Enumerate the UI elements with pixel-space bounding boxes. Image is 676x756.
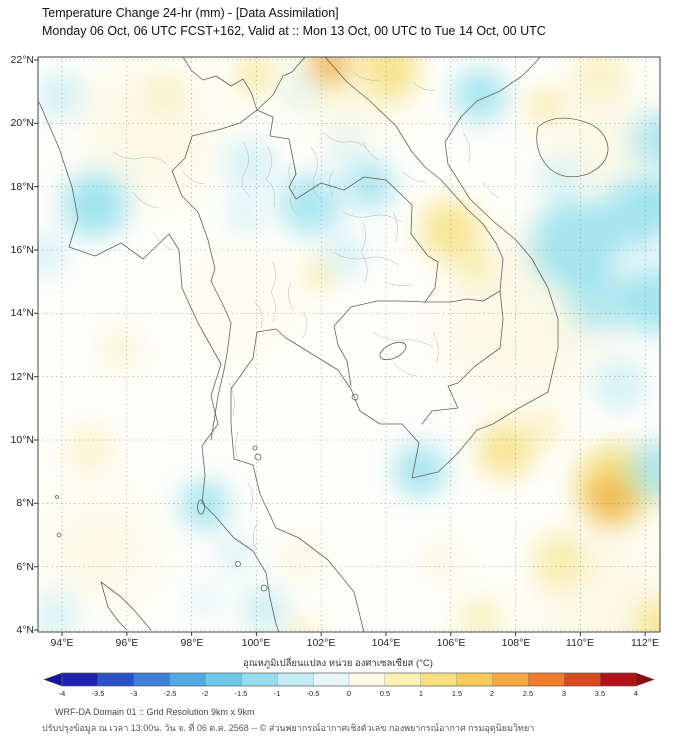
colorbar-tick-label: -1.5 [234, 689, 248, 698]
colorbar-tick-label: -0.5 [306, 689, 320, 698]
border-cambodia-vietnam [421, 290, 504, 425]
y-axis-tick-label: 6°N [16, 561, 34, 573]
y-axis-tick-label: 14°N [10, 307, 34, 319]
colorbar-left-arrow [43, 672, 63, 687]
phangan-island [252, 445, 258, 451]
samui-island [254, 453, 262, 461]
colorbar-tick-label: 1 [418, 689, 424, 698]
colorbar-tick-label: 0 [346, 689, 352, 698]
sumatra-coast [100, 581, 152, 631]
colorbar-tick-label: -2.5 [163, 689, 177, 698]
y-axis-tick-label: 8°N [16, 497, 34, 509]
province-borders [112, 71, 500, 551]
border-thailand-laos [256, 109, 439, 303]
coastlines-borders [38, 57, 609, 632]
colorbar-right-arrow [635, 672, 655, 687]
warm-anomaly-layer [64, 57, 660, 632]
coastline-gulf-vietnam [230, 57, 559, 632]
y-axis-tick-label: 12°N [10, 371, 34, 383]
coastline-west [38, 101, 280, 632]
penang-island [260, 584, 268, 592]
tonle-sap-lake [379, 341, 407, 361]
x-axis-tick-label: 104°E [371, 637, 401, 649]
y-axis-tick-label: 16°N [10, 244, 34, 256]
colorbar-tick-label: -3.5 [91, 689, 105, 698]
y-axis-tick-label: 18°N [10, 181, 34, 193]
y-axis-tick-label: 10°N [10, 434, 34, 446]
x-axis-tick-label: 102°E [306, 637, 336, 649]
x-axis-tick-label: 100°E [241, 637, 271, 649]
colorbar-tick-label: -2 [201, 689, 209, 698]
border-thailand-cambodia [333, 300, 426, 387]
colorbar-tick-label: 0.5 [379, 689, 391, 698]
x-axis-tick-label: 110°E [566, 637, 594, 649]
colorbar-tick-label: 2 [489, 689, 495, 698]
koh-chang-island [351, 393, 359, 401]
colorbar-tick-label: 2.5 [522, 689, 534, 698]
page-subtitle: Monday 06 Oct, 06 UTC FCST+162, Valid at… [42, 24, 546, 38]
hainan-island [536, 117, 609, 178]
x-axis-tick-label: 108°E [501, 637, 531, 649]
colorbar-tick-label: -1 [273, 689, 281, 698]
map-canvas [34, 56, 661, 636]
x-axis-tick-label: 94°E [50, 637, 74, 649]
phuket-island [197, 499, 205, 515]
x-axis-tick-label: 112°E [631, 637, 659, 649]
page-title: Temperature Change 24-hr (mm) - [Data As… [42, 6, 339, 20]
y-axis-tick-label: 22°N [10, 54, 34, 66]
langkawi-island [235, 561, 241, 567]
axis-ticks [34, 59, 646, 636]
y-axis-tick-label: 4°N [16, 624, 34, 636]
colorbar-tick-label: -4 [58, 689, 66, 698]
x-axis-tick-label: 106°E [436, 637, 466, 649]
border-laos-vietnam [324, 57, 504, 292]
nicobar-island [55, 495, 59, 499]
colorbar-label: อุณหภูมิเปลี่ยนแปลง หน่วย องศาเซลเซียส (… [243, 658, 433, 669]
border-laos-cambodia [424, 290, 501, 303]
colorbar-tick-label: -3 [130, 689, 138, 698]
border-myanmar-china [182, 57, 258, 111]
graticule [38, 57, 660, 632]
colorbar-segments [61, 672, 637, 687]
y-axis-tick-label: 20°N [10, 117, 34, 129]
border-thailand-myanmar [171, 109, 258, 441]
footer-update-info: ปรับปรุงข้อมูล ณ เวลา 13:00น. วัน จ. ที่… [42, 723, 535, 733]
border-laos-china [256, 57, 306, 111]
colorbar-tick-label: 4 [633, 689, 639, 698]
colorbar [43, 672, 655, 687]
x-axis-tick-label: 98°E [180, 637, 204, 649]
x-axis-tick-label: 96°E [115, 637, 139, 649]
map-frame [37, 56, 661, 633]
colorbar-tick-label: 3.5 [594, 689, 606, 698]
colorbar-tick-label: 3 [561, 689, 567, 698]
footer-domain-info: WRF-DA Domain 01 :: Grid Resolution 9km … [55, 707, 255, 717]
cool-anomaly-layer [38, 69, 660, 632]
colorbar-tick-label: 1.5 [451, 689, 463, 698]
nicobar-island [56, 532, 62, 538]
